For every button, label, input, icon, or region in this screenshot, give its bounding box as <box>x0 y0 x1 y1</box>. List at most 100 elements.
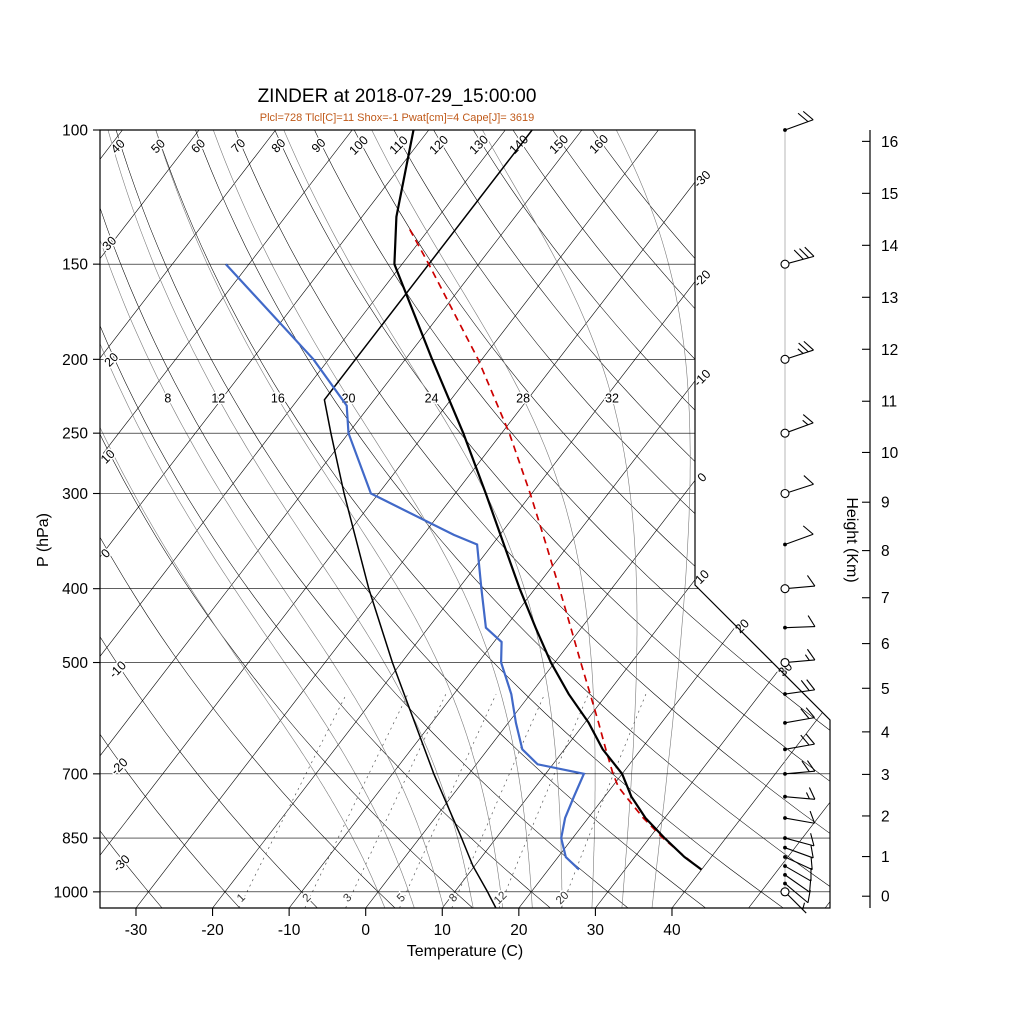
wind-barb <box>784 760 816 775</box>
wind-barb-full <box>800 734 810 746</box>
wind-barb <box>784 833 815 847</box>
height-tick-label: 15 <box>881 186 898 203</box>
pressure-tick-label: 150 <box>62 257 88 274</box>
temperature-tick-label: 20 <box>510 922 528 939</box>
wind-level-circle <box>780 259 790 269</box>
dry-adiabat-line <box>512 130 830 908</box>
wind-barb-full <box>810 845 814 859</box>
dry-adiabat-label: 100 <box>346 133 371 158</box>
dry-adiabat-label: -20 <box>108 755 131 778</box>
wind-barb-staff <box>784 817 815 824</box>
dry-adiabat-label: 80 <box>269 136 289 156</box>
wind-level-dot <box>783 872 787 877</box>
wind-barb-staff <box>784 874 810 893</box>
wind-barb-full <box>798 342 809 353</box>
wind-barb <box>784 525 814 546</box>
wind-level-circle <box>780 488 790 499</box>
dry-adiabat-line <box>100 130 473 908</box>
moist-adiabat-label: 32 <box>605 391 619 405</box>
curve-layer <box>225 130 703 908</box>
moist-adiabat-line <box>100 130 415 908</box>
height-tick-label: 12 <box>881 342 898 359</box>
wind-barb <box>784 246 815 265</box>
temperature-tick-label: 10 <box>434 922 452 939</box>
isotherm-line <box>518 130 830 908</box>
wind-level-dot <box>783 747 787 752</box>
height-tick-label: 16 <box>881 134 898 151</box>
temperature-axis-label: Temperature (C) <box>406 943 524 960</box>
wind-barb-full <box>805 707 815 718</box>
height-tick-label: 2 <box>881 808 890 825</box>
temperature-tick-label: 30 <box>587 922 605 939</box>
pressure-tick-label: 500 <box>62 655 88 672</box>
wind-barb-full <box>800 680 810 691</box>
mixing-ratio-label: 1 <box>235 892 248 905</box>
wind-barb-staff <box>784 770 815 775</box>
dry-adiabat-line <box>100 130 318 908</box>
wind-level-dot <box>783 836 787 840</box>
isotherm-label: -30 <box>691 168 714 191</box>
wind-barb <box>784 110 814 131</box>
isotherm-line <box>671 130 830 908</box>
pressure-tick-label: 200 <box>62 352 88 369</box>
wind-barb-staff <box>784 689 815 695</box>
temperature-tick-label: 0 <box>361 922 370 939</box>
isotherm-line <box>100 130 583 908</box>
height-tick-label: 9 <box>881 495 890 512</box>
moist-adiabat-line <box>616 130 691 908</box>
isotherm-line <box>442 130 830 908</box>
height-tick-label: 6 <box>881 636 890 653</box>
isotherm-line <box>212 130 812 908</box>
mixing-ratio-label: 8 <box>447 892 460 905</box>
wind-barb <box>784 707 815 724</box>
wind-level-circle <box>780 657 790 668</box>
dry-adiabat-line <box>100 130 629 908</box>
wind-barb-half <box>804 654 810 661</box>
wind-barb <box>784 856 813 871</box>
pressure-tick-label: 700 <box>62 766 88 783</box>
dry-adiabat-label: 60 <box>188 136 208 156</box>
dry-adiabat-line <box>155 130 784 908</box>
temperature-tick-label: 40 <box>663 922 681 939</box>
wind-barb <box>784 733 815 750</box>
isotherm-label: -20 <box>691 267 714 290</box>
parcel-curve <box>408 228 703 871</box>
wind-barb <box>784 340 814 360</box>
wind-barb-full <box>804 246 815 257</box>
temperature-tick-label: -10 <box>278 922 301 939</box>
isotherm-line <box>595 130 830 908</box>
dry-adiabat-label: 50 <box>148 136 168 156</box>
isotherm-line <box>100 130 506 908</box>
wind-barb <box>784 787 816 800</box>
wind-barb-full <box>802 525 814 535</box>
mixing-ratio-line <box>345 693 447 908</box>
std-atmosphere-curve <box>323 130 533 908</box>
wind-barb-half <box>802 419 809 426</box>
wind-barb-staff <box>784 585 815 590</box>
dry-adiabat-label: 150 <box>547 132 572 157</box>
moist-adiabat-label: 16 <box>271 391 285 405</box>
pressure-tick-label: 1000 <box>54 884 89 901</box>
dry-adiabat-line <box>353 130 830 908</box>
dry-adiabat-label: 30 <box>100 234 120 254</box>
moist-adiabat-line <box>100 130 444 908</box>
dry-adiabat-line <box>100 130 396 908</box>
wind-level-circle <box>780 428 790 438</box>
wind-barb-staff <box>784 796 815 800</box>
dry-adiabat-line <box>100 130 240 908</box>
isotherm-line <box>100 130 353 908</box>
wind-barb-full <box>799 248 810 259</box>
wind-level-dot <box>783 881 787 886</box>
moist-adiabat-label: 12 <box>211 391 225 405</box>
dry-adiabat-line <box>234 130 830 908</box>
wind-level-dot <box>783 794 787 799</box>
height-tick-label: 14 <box>881 238 899 255</box>
mixing-ratio-line <box>304 693 409 908</box>
wind-level-dot <box>783 855 787 859</box>
wind-barb-full <box>806 679 816 691</box>
wind-barb-staff <box>784 865 812 882</box>
wind-barb-staff <box>784 483 814 495</box>
isotherm-line <box>365 130 830 908</box>
height-tick-label: 1 <box>881 849 890 866</box>
isotherm-label: 20 <box>732 616 752 636</box>
